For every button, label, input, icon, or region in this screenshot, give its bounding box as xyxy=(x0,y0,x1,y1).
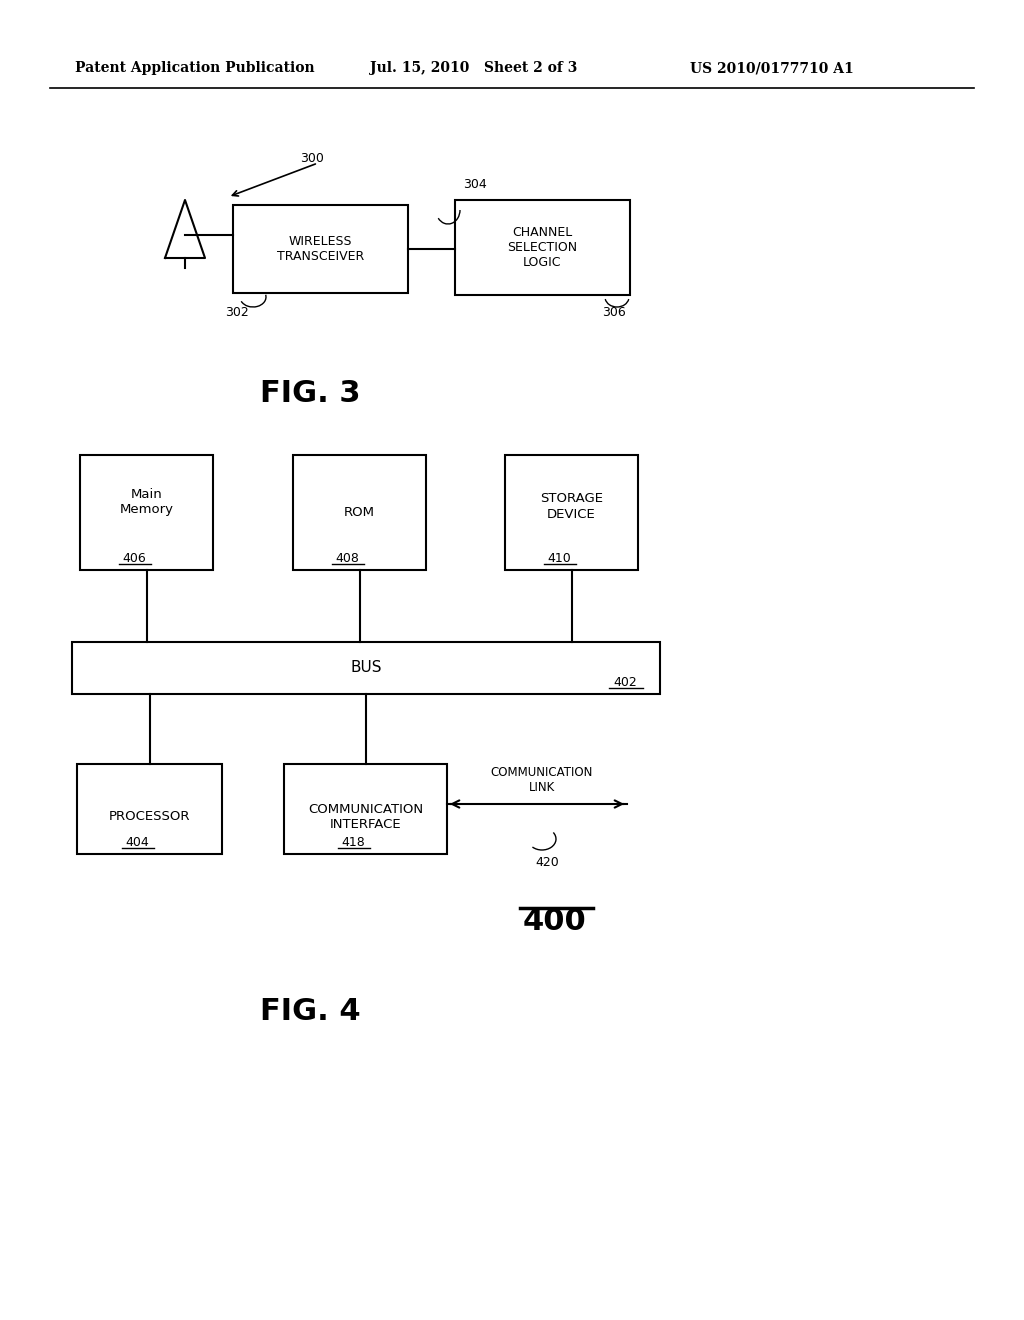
Polygon shape xyxy=(165,201,205,257)
Text: COMMUNICATION
LINK: COMMUNICATION LINK xyxy=(490,766,593,795)
Text: 404: 404 xyxy=(126,836,150,849)
Bar xyxy=(80,455,213,570)
Text: Jul. 15, 2010   Sheet 2 of 3: Jul. 15, 2010 Sheet 2 of 3 xyxy=(370,61,578,75)
Text: BUS: BUS xyxy=(350,660,382,676)
Text: 406: 406 xyxy=(123,552,146,565)
Text: Main
Memory: Main Memory xyxy=(120,488,173,516)
Text: COMMUNICATION
INTERFACE: COMMUNICATION INTERFACE xyxy=(308,803,423,832)
Bar xyxy=(293,455,426,570)
Bar xyxy=(77,764,222,854)
Text: 400: 400 xyxy=(523,908,587,936)
Text: FIG. 4: FIG. 4 xyxy=(260,998,360,1027)
Text: 402: 402 xyxy=(613,676,637,689)
Text: 300: 300 xyxy=(300,152,324,165)
Text: US 2010/0177710 A1: US 2010/0177710 A1 xyxy=(690,61,854,75)
Text: 302: 302 xyxy=(225,305,249,318)
Bar xyxy=(233,205,408,293)
Text: CHANNEL
SELECTION
LOGIC: CHANNEL SELECTION LOGIC xyxy=(508,226,578,269)
Text: WIRELESS
TRANSCEIVER: WIRELESS TRANSCEIVER xyxy=(276,235,365,263)
Text: 420: 420 xyxy=(535,855,559,869)
Bar xyxy=(505,455,638,570)
Text: 410: 410 xyxy=(548,552,571,565)
Text: 418: 418 xyxy=(342,836,366,849)
Text: 304: 304 xyxy=(463,178,486,191)
Text: 306: 306 xyxy=(602,305,626,318)
Text: 408: 408 xyxy=(336,552,359,565)
Text: PROCESSOR: PROCESSOR xyxy=(109,810,190,824)
Bar xyxy=(455,201,630,294)
Text: ROM: ROM xyxy=(344,506,375,519)
Bar xyxy=(72,642,660,694)
Text: Patent Application Publication: Patent Application Publication xyxy=(75,61,314,75)
Bar xyxy=(284,764,447,854)
Text: STORAGE
DEVICE: STORAGE DEVICE xyxy=(540,492,603,520)
Text: FIG. 3: FIG. 3 xyxy=(260,379,360,408)
